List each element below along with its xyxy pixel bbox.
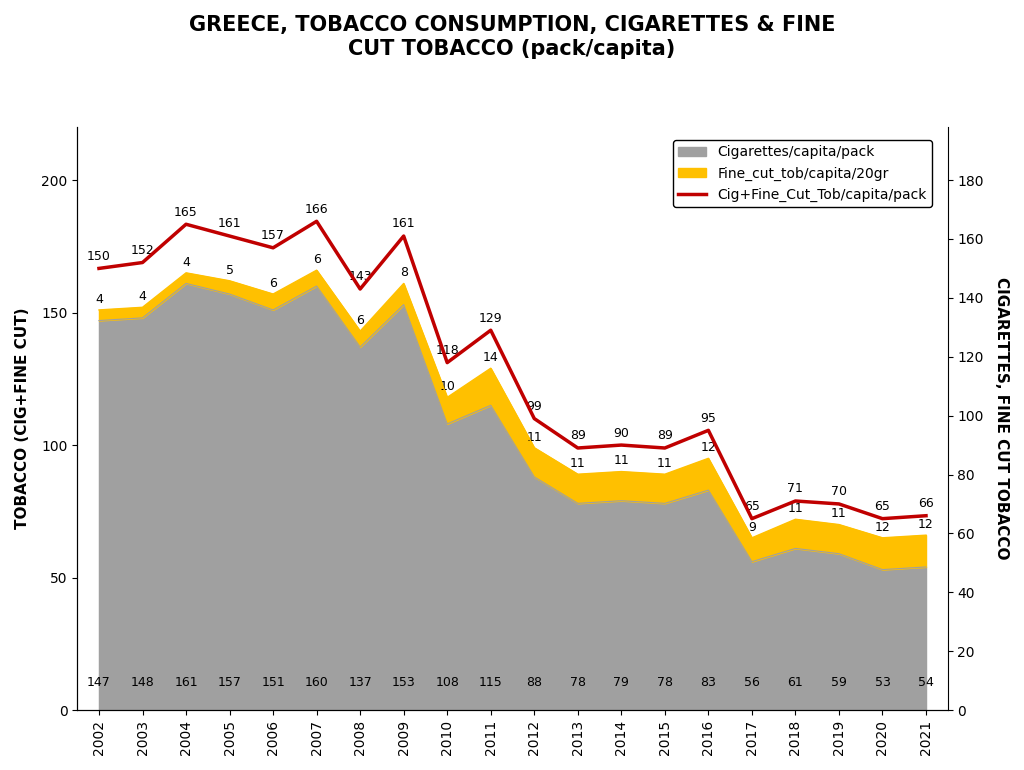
Text: 61: 61 [787, 676, 803, 689]
Text: 137: 137 [348, 676, 372, 689]
Y-axis label: CIGARETTES, FINE CUT TOBACCO: CIGARETTES, FINE CUT TOBACCO [994, 277, 1009, 560]
Text: 161: 161 [392, 217, 416, 230]
Text: 108: 108 [435, 676, 459, 689]
Text: 65: 65 [874, 500, 891, 513]
Text: 78: 78 [656, 676, 673, 689]
Text: 56: 56 [744, 676, 760, 689]
Legend: Cigarettes/capita/pack, Fine_cut_tob/capita/20gr, Cig+Fine_Cut_Tob/capita/pack: Cigarettes/capita/pack, Fine_cut_tob/cap… [673, 140, 932, 207]
Text: 148: 148 [131, 676, 155, 689]
Text: 165: 165 [174, 206, 198, 219]
Text: 115: 115 [479, 676, 503, 689]
Text: 166: 166 [305, 203, 329, 216]
Text: 11: 11 [526, 430, 542, 444]
Text: 11: 11 [613, 454, 629, 467]
Text: 4: 4 [182, 256, 190, 269]
Text: 152: 152 [131, 244, 155, 257]
Text: 11: 11 [657, 457, 673, 470]
Text: 6: 6 [356, 314, 365, 327]
Text: 151: 151 [261, 676, 285, 689]
Text: 11: 11 [570, 457, 586, 470]
Text: 6: 6 [269, 277, 278, 290]
Text: 66: 66 [919, 497, 934, 511]
Text: 143: 143 [348, 270, 372, 283]
Text: 161: 161 [174, 676, 198, 689]
Text: 99: 99 [526, 400, 542, 413]
Text: 54: 54 [919, 676, 934, 689]
Text: 10: 10 [439, 380, 455, 393]
Text: 118: 118 [435, 344, 459, 357]
Text: 160: 160 [305, 676, 329, 689]
Text: 65: 65 [744, 500, 760, 513]
Text: 89: 89 [569, 430, 586, 443]
Text: 12: 12 [919, 518, 934, 531]
Text: 78: 78 [569, 676, 586, 689]
Text: 129: 129 [479, 312, 503, 325]
Text: 71: 71 [787, 483, 804, 495]
Text: 70: 70 [830, 485, 847, 498]
Text: 83: 83 [700, 676, 717, 689]
Text: 9: 9 [748, 521, 756, 534]
Text: 89: 89 [657, 430, 673, 443]
Text: 14: 14 [483, 351, 499, 364]
Text: 161: 161 [218, 217, 242, 230]
Text: 11: 11 [831, 507, 847, 521]
Text: 157: 157 [261, 229, 285, 243]
Text: 79: 79 [613, 676, 630, 689]
Text: 6: 6 [312, 253, 321, 266]
Text: 12: 12 [874, 521, 890, 534]
Text: 157: 157 [218, 676, 242, 689]
Text: 90: 90 [613, 427, 630, 440]
Text: 4: 4 [95, 293, 102, 306]
Text: 4: 4 [138, 290, 146, 303]
Y-axis label: TOBACCO (CIG+FINE CUT): TOBACCO (CIG+FINE CUT) [15, 308, 30, 529]
Text: 12: 12 [700, 441, 716, 454]
Text: 11: 11 [787, 502, 803, 515]
Text: 150: 150 [87, 249, 111, 263]
Text: 153: 153 [392, 676, 416, 689]
Text: GREECE, TOBACCO CONSUMPTION, CIGARETTES & FINE
CUT TOBACCO (pack/capita): GREECE, TOBACCO CONSUMPTION, CIGARETTES … [188, 15, 836, 59]
Text: 95: 95 [700, 412, 717, 425]
Text: 5: 5 [225, 263, 233, 276]
Text: 53: 53 [874, 676, 891, 689]
Text: 88: 88 [526, 676, 543, 689]
Text: 59: 59 [831, 676, 847, 689]
Text: 8: 8 [399, 266, 408, 280]
Text: 147: 147 [87, 676, 111, 689]
